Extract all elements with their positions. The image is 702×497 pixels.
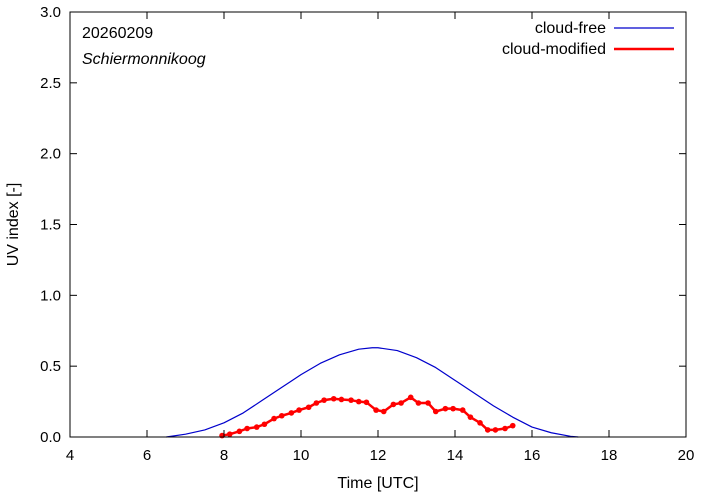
- data-point: [288, 410, 295, 416]
- data-point: [330, 395, 337, 402]
- x-tick-label: 8: [220, 447, 228, 464]
- data-point: [244, 425, 250, 432]
- data-point: [261, 421, 268, 428]
- location-annotation: Schiermonnikoog: [82, 51, 206, 68]
- data-point: [484, 427, 491, 433]
- y-tick-label: 0.0: [40, 429, 61, 446]
- data-point: [253, 424, 260, 430]
- data-point: [467, 414, 474, 420]
- legend: cloud-free cloud-modified: [502, 20, 674, 58]
- data-point: [509, 422, 516, 429]
- y-tick-label: 2.5: [40, 75, 61, 92]
- data-point: [442, 405, 449, 412]
- x-tick-label: 10: [293, 447, 310, 464]
- data-point: [271, 415, 277, 422]
- x-tick-label: 12: [370, 447, 387, 464]
- data-point: [321, 397, 327, 403]
- data-point: [425, 400, 431, 406]
- data-point: [398, 400, 404, 406]
- y-axis-title: UV index [-]: [5, 183, 22, 267]
- data-point: [459, 407, 466, 413]
- y-tick-label: 3.0: [40, 4, 61, 21]
- data-point: [390, 401, 397, 408]
- x-tick-label: 16: [524, 447, 541, 464]
- data-point: [348, 397, 354, 403]
- data-point: [236, 428, 243, 435]
- data-point: [338, 396, 345, 403]
- data-point: [477, 420, 483, 426]
- series-line-cloud-free: [166, 347, 579, 438]
- date-annotation: 20260209: [82, 25, 153, 42]
- data-point: [407, 394, 414, 401]
- x-axis-title: Time [UTC]: [337, 475, 418, 492]
- y-tick-label: 0.5: [40, 358, 61, 375]
- legend-label-cloud-modified: cloud-modified: [502, 41, 606, 58]
- x-tick-label: 6: [143, 447, 151, 464]
- y-tick-label: 1.5: [40, 217, 61, 234]
- x-tick-label: 14: [447, 447, 464, 464]
- data-point: [363, 399, 370, 406]
- data-point: [415, 400, 422, 406]
- data-point: [355, 398, 362, 405]
- series-layer: [166, 347, 579, 439]
- legend-label-cloud-free: cloud-free: [535, 20, 606, 37]
- data-point: [502, 425, 508, 432]
- axis-ticks: 4 6 8 10 12 14 16 18 20 0.0 0.5 1.0 1.5 2.0 2.5 3.0: [40, 4, 694, 464]
- data-point: [450, 405, 456, 412]
- data-point: [432, 408, 439, 415]
- y-tick-label: 1.0: [40, 287, 61, 304]
- plot-frame: [69, 11, 687, 438]
- x-tick-label: 18: [601, 447, 618, 464]
- data-point: [296, 407, 302, 413]
- x-tick-label: 20: [678, 447, 695, 464]
- data-point: [380, 408, 387, 415]
- y-tick-label: 2.0: [40, 146, 61, 163]
- data-point: [492, 427, 499, 433]
- data-point: [313, 400, 320, 406]
- x-tick-label: 4: [66, 447, 74, 464]
- data-point: [226, 431, 233, 437]
- data-point: [278, 412, 285, 419]
- data-point: [373, 407, 379, 413]
- data-point: [305, 404, 312, 411]
